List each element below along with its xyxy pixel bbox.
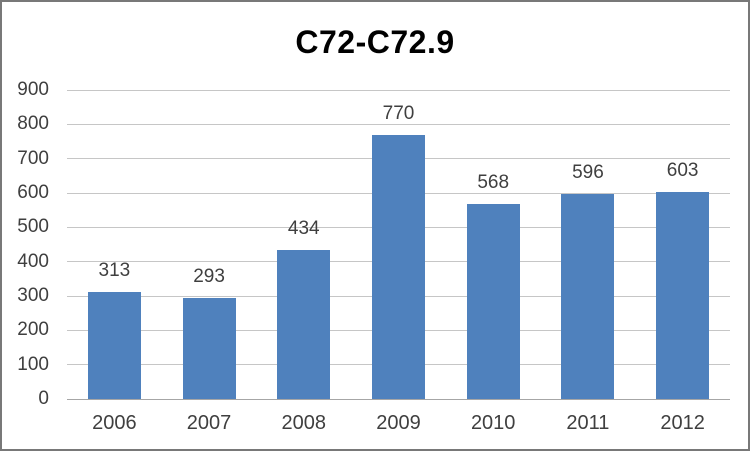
data-label-2006: 313 bbox=[98, 259, 131, 281]
data-label-2008: 434 bbox=[287, 217, 320, 239]
y-tick-label-500: 500 bbox=[17, 216, 49, 238]
y-tick-label-800: 800 bbox=[17, 113, 49, 135]
x-tick-label-2007: 2007 bbox=[186, 412, 232, 434]
x-tick-label-2008: 2008 bbox=[281, 412, 327, 434]
data-label-2011: 596 bbox=[572, 162, 604, 184]
gridline-900 bbox=[67, 89, 730, 91]
data-label-2009: 770 bbox=[382, 102, 415, 124]
bar-2006 bbox=[87, 291, 141, 399]
x-tick-label-2012: 2012 bbox=[660, 412, 705, 434]
data-label-2010: 568 bbox=[477, 171, 510, 193]
x-axis-line bbox=[67, 398, 730, 400]
data-label-2012: 603 bbox=[666, 159, 699, 181]
y-tick-label-900: 900 bbox=[17, 79, 49, 100]
x-tick-label-2010: 2010 bbox=[470, 412, 516, 434]
x-tick-label-2011: 2011 bbox=[566, 412, 610, 434]
plot-area: 0 100 200 300 400 500 600 700 800 900 313 2006 293 20… bbox=[17, 79, 730, 434]
bar-2008 bbox=[277, 250, 331, 399]
y-tick-label-400: 400 bbox=[17, 250, 49, 272]
y-tick-label-300: 300 bbox=[17, 285, 49, 306]
chart-title: C72-C72.9 bbox=[295, 24, 455, 60]
y-tick-label-200: 200 bbox=[17, 319, 49, 341]
y-tick-label-700: 700 bbox=[17, 147, 49, 169]
bar-2007 bbox=[182, 298, 236, 399]
y-tick-label-0: 0 bbox=[38, 388, 49, 409]
bar-2009 bbox=[372, 134, 425, 399]
data-label-2007: 293 bbox=[193, 266, 225, 288]
x-tick-label-2009: 2009 bbox=[376, 412, 421, 434]
bar-2012 bbox=[656, 191, 710, 399]
bar-2010 bbox=[466, 204, 520, 399]
y-tick-label-100: 100 bbox=[17, 353, 49, 375]
x-tick-label-2006: 2006 bbox=[92, 412, 137, 434]
gridline-800 bbox=[67, 123, 730, 125]
bar-2011 bbox=[561, 194, 615, 399]
y-tick-label-600: 600 bbox=[17, 182, 49, 203]
